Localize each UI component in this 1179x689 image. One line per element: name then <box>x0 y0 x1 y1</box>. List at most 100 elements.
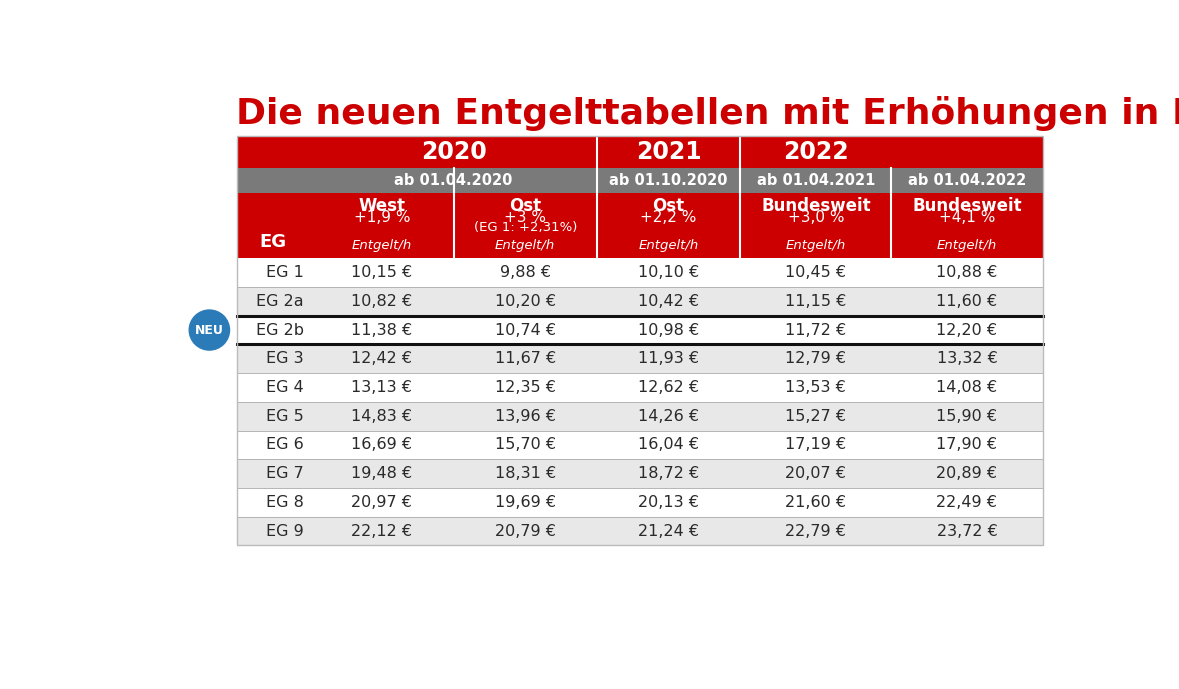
Bar <box>237 402 1042 431</box>
Text: 10,98 €: 10,98 € <box>638 322 699 338</box>
Text: EG 2b: EG 2b <box>256 322 304 338</box>
Text: 10,45 €: 10,45 € <box>785 265 847 280</box>
Bar <box>237 287 1042 316</box>
Text: 14,83 €: 14,83 € <box>351 409 413 424</box>
Bar <box>237 316 1042 344</box>
Text: +1,9 %: +1,9 % <box>354 209 410 225</box>
Text: EG 3: EG 3 <box>266 351 304 367</box>
Bar <box>237 136 1042 168</box>
Text: 21,60 €: 21,60 € <box>785 495 847 510</box>
Text: ab 01.04.2022: ab 01.04.2022 <box>908 173 1026 188</box>
Text: 10,15 €: 10,15 € <box>351 265 413 280</box>
Text: Ost: Ost <box>652 198 685 216</box>
Text: 14,26 €: 14,26 € <box>638 409 699 424</box>
Bar <box>237 431 1042 460</box>
Text: 10,20 €: 10,20 € <box>495 294 555 309</box>
Text: 16,04 €: 16,04 € <box>638 438 699 453</box>
Text: EG 2a: EG 2a <box>256 294 304 309</box>
Text: EG 6: EG 6 <box>266 438 304 453</box>
Text: EG 4: EG 4 <box>266 380 304 395</box>
Text: West: West <box>358 198 406 216</box>
Bar <box>237 136 1042 546</box>
Text: 14,08 €: 14,08 € <box>936 380 997 395</box>
Text: ab 01.10.2020: ab 01.10.2020 <box>610 173 727 188</box>
Text: 15,70 €: 15,70 € <box>495 438 555 453</box>
Text: 23,72 €: 23,72 € <box>936 524 997 539</box>
Text: 10,82 €: 10,82 € <box>351 294 413 309</box>
Text: 11,93 €: 11,93 € <box>638 351 699 367</box>
Text: 12,62 €: 12,62 € <box>638 380 699 395</box>
Text: +3,0 %: +3,0 % <box>788 209 844 225</box>
Text: 10,88 €: 10,88 € <box>936 265 997 280</box>
Text: ab 01.04.2021: ab 01.04.2021 <box>757 173 875 188</box>
Text: ab 01.04.2020: ab 01.04.2020 <box>394 173 513 188</box>
Text: 11,38 €: 11,38 € <box>351 322 413 338</box>
Text: EG 8: EG 8 <box>266 495 304 510</box>
Text: 15,90 €: 15,90 € <box>936 409 997 424</box>
Text: 22,79 €: 22,79 € <box>785 524 847 539</box>
Text: EG 1: EG 1 <box>266 265 304 280</box>
Text: 20,07 €: 20,07 € <box>785 466 847 481</box>
Text: Entgelt/h: Entgelt/h <box>785 239 847 252</box>
Bar <box>237 168 1042 193</box>
Text: EG: EG <box>259 233 286 251</box>
Text: 13,13 €: 13,13 € <box>351 380 413 395</box>
Text: 17,90 €: 17,90 € <box>936 438 997 453</box>
Text: 19,48 €: 19,48 € <box>351 466 413 481</box>
Text: Entgelt/h: Entgelt/h <box>937 239 997 252</box>
Text: 11,72 €: 11,72 € <box>785 322 847 338</box>
Text: NEU: NEU <box>195 324 224 336</box>
Text: 13,32 €: 13,32 € <box>936 351 997 367</box>
Text: 10,10 €: 10,10 € <box>638 265 699 280</box>
Text: 20,13 €: 20,13 € <box>638 495 699 510</box>
Text: 20,97 €: 20,97 € <box>351 495 413 510</box>
Text: Entgelt/h: Entgelt/h <box>495 239 555 252</box>
Text: 10,42 €: 10,42 € <box>638 294 699 309</box>
Text: 10,74 €: 10,74 € <box>495 322 555 338</box>
Text: 18,72 €: 18,72 € <box>638 466 699 481</box>
Text: 12,20 €: 12,20 € <box>936 322 997 338</box>
Bar <box>237 344 1042 373</box>
Bar <box>237 517 1042 546</box>
Text: 22,49 €: 22,49 € <box>936 495 997 510</box>
Text: Entgelt/h: Entgelt/h <box>639 239 699 252</box>
Text: 16,69 €: 16,69 € <box>351 438 413 453</box>
Text: Bundesweit: Bundesweit <box>913 198 1022 216</box>
Text: 22,12 €: 22,12 € <box>351 524 413 539</box>
Text: 15,27 €: 15,27 € <box>785 409 847 424</box>
Text: 2022: 2022 <box>783 140 849 164</box>
Text: 17,19 €: 17,19 € <box>785 438 847 453</box>
Text: EG 9: EG 9 <box>266 524 304 539</box>
Circle shape <box>189 310 230 350</box>
Text: Entgelt/h: Entgelt/h <box>351 239 411 252</box>
Text: 11,60 €: 11,60 € <box>936 294 997 309</box>
Text: Bundesweit: Bundesweit <box>760 198 870 216</box>
Bar <box>237 460 1042 488</box>
Text: 18,31 €: 18,31 € <box>494 466 555 481</box>
Text: Die neuen Entgelttabellen mit Erhöhungen in Prozent: Die neuen Entgelttabellen mit Erhöhungen… <box>237 96 1179 131</box>
Text: 13,96 €: 13,96 € <box>495 409 555 424</box>
Text: 19,69 €: 19,69 € <box>495 495 555 510</box>
Text: 21,24 €: 21,24 € <box>638 524 699 539</box>
Text: EG 7: EG 7 <box>266 466 304 481</box>
Text: +2,2 %: +2,2 % <box>640 209 697 225</box>
Text: 12,79 €: 12,79 € <box>785 351 847 367</box>
Text: 2020: 2020 <box>421 140 487 164</box>
Text: EG 5: EG 5 <box>266 409 304 424</box>
Text: 12,42 €: 12,42 € <box>351 351 413 367</box>
Text: 11,15 €: 11,15 € <box>785 294 847 309</box>
Text: 13,53 €: 13,53 € <box>785 380 847 395</box>
Bar <box>237 258 1042 287</box>
Text: Ost: Ost <box>509 198 541 216</box>
Bar <box>237 373 1042 402</box>
Text: 20,89 €: 20,89 € <box>936 466 997 481</box>
Text: 9,88 €: 9,88 € <box>500 265 551 280</box>
Text: 12,35 €: 12,35 € <box>495 380 555 395</box>
Text: 20,79 €: 20,79 € <box>495 524 555 539</box>
Text: +4,1 %: +4,1 % <box>938 209 995 225</box>
Text: +3 %: +3 % <box>505 209 546 225</box>
Bar <box>237 488 1042 517</box>
Text: 2021: 2021 <box>635 140 702 164</box>
Text: 11,67 €: 11,67 € <box>494 351 555 367</box>
Text: (EG 1: +2,31%): (EG 1: +2,31%) <box>474 221 577 234</box>
